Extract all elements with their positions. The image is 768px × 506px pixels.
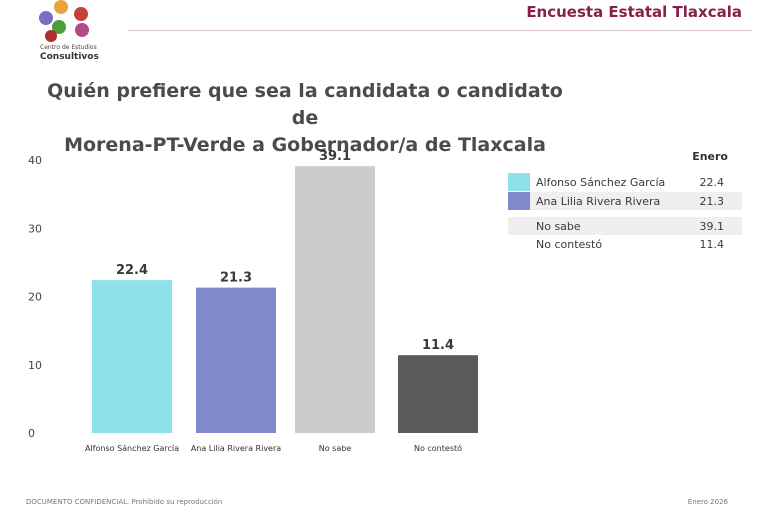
bar-value-label: 39.1 xyxy=(319,149,351,164)
legend-value: 11.4 xyxy=(699,237,725,251)
bar-value-label: 11.4 xyxy=(422,338,454,353)
legend-row-no-contesto: No contestó 11.4 xyxy=(508,235,742,253)
footer-confidential-note: DOCUMENTO CONFIDENCIAL. Prohibido su rep… xyxy=(26,498,223,506)
y-tick-label: 40 xyxy=(28,154,42,167)
legend-label: No contestó xyxy=(536,237,603,251)
legend-row-no-sabe: No sabe 39.1 xyxy=(508,217,742,235)
y-tick-label: 30 xyxy=(28,222,42,235)
legend-row-ana: Ana Lilia Rivera Rivera 21.3 xyxy=(508,192,742,210)
x-category-label: No contestó xyxy=(414,443,462,453)
header-title: Encuesta Estatal Tlaxcala xyxy=(526,3,742,21)
legend-label: No sabe xyxy=(536,219,581,233)
legend-value: 39.1 xyxy=(699,219,725,233)
legend-label: Alfonso Sánchez García xyxy=(536,175,666,189)
legend-value: 22.4 xyxy=(699,175,725,189)
bar xyxy=(92,280,172,433)
legend-swatch xyxy=(508,192,530,210)
chart-title-line1: Quién prefiere que sea la candidata o ca… xyxy=(47,80,563,129)
legend-label: Ana Lilia Rivera Rivera xyxy=(536,194,661,208)
logo-text-line2: Consultivos xyxy=(40,52,99,62)
header-divider xyxy=(128,30,752,31)
legend-row-alfonso: Alfonso Sánchez García 22.4 xyxy=(508,173,742,191)
legend-value: 21.3 xyxy=(699,194,725,208)
y-tick-label: 20 xyxy=(28,291,42,304)
y-tick-label: 0 xyxy=(28,427,35,440)
x-category-label: No sabe xyxy=(319,444,352,453)
logo-text-line1: Centro de Estudios xyxy=(40,44,97,51)
bar-value-label: 21.3 xyxy=(220,271,252,286)
logo-icon xyxy=(39,0,89,42)
legend-swatch xyxy=(508,173,530,191)
logo xyxy=(34,0,124,64)
y-tick-label: 10 xyxy=(28,359,42,372)
bar xyxy=(196,287,276,433)
x-category-label: Alfonso Sánchez García xyxy=(85,444,179,453)
bar xyxy=(398,355,478,433)
legend-header: Enero xyxy=(692,150,728,163)
footer-date: Enero 2026 xyxy=(687,498,728,506)
chart-title-line2: Morena-PT-Verde a Gobernador/a de Tlaxca… xyxy=(64,134,546,156)
chart-title: Quién prefiere que sea la candidata o ca… xyxy=(40,78,570,159)
x-category-label: Ana Lilia Rivera Rivera xyxy=(191,444,281,453)
bar-value-label: 22.4 xyxy=(116,263,148,278)
bar xyxy=(295,166,375,433)
